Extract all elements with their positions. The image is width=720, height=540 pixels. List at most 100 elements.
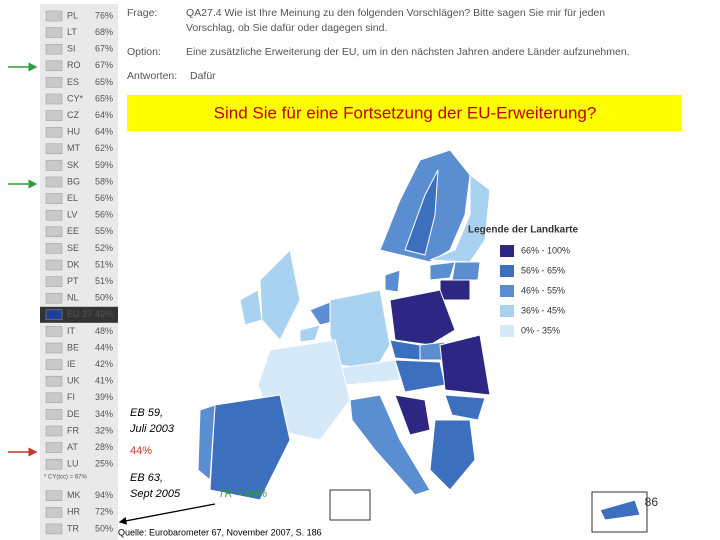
percentage: 50% [95, 293, 113, 303]
annotation: Sept 2005 [130, 488, 181, 500]
country: SE [67, 243, 79, 253]
annotation: EB 63, [130, 472, 163, 484]
page-number: 86 [645, 495, 659, 509]
percentage: 94% [95, 490, 113, 500]
country: EE [67, 226, 79, 236]
legend-title: Legende der Landkarte [468, 225, 578, 236]
flag [45, 375, 63, 387]
country: BG [67, 176, 80, 186]
flag [45, 193, 63, 204]
country: LT [67, 27, 77, 37]
percentage: 32% [95, 425, 113, 435]
percentage: 50% [95, 523, 113, 533]
flag [45, 409, 63, 420]
option-label: Option: [127, 46, 161, 58]
legend-label: 66% - 100% [521, 245, 570, 255]
flag [45, 77, 63, 88]
percentage: 59% [95, 160, 113, 170]
annotation: 44% [130, 445, 152, 457]
flag [45, 10, 63, 22]
legend-label: 46% - 55% [521, 285, 565, 295]
answer: Dafür [190, 70, 216, 82]
flag [45, 160, 63, 171]
flag [45, 93, 63, 105]
flag [45, 342, 63, 354]
percentage: 44% [95, 342, 113, 352]
flag [45, 490, 63, 501]
flag [45, 60, 63, 72]
percentage: 56% [95, 193, 113, 203]
banner: Sind Sie für eine Fortsetzung der EU-Erw… [214, 103, 597, 122]
flag [45, 126, 63, 138]
percentage: 65% [95, 77, 113, 87]
country: MK [67, 490, 81, 500]
percentage: 34% [95, 409, 113, 419]
country: AT [67, 442, 78, 452]
country: FR [67, 425, 79, 435]
legend: 66% - 100% 56% - 65% 46% - 55% 36% - 45% 0% … [500, 245, 570, 337]
flag [45, 243, 63, 254]
percentage: 41% [95, 376, 113, 386]
percentage: 64% [95, 110, 113, 120]
country: DK [67, 259, 80, 269]
flag [45, 43, 63, 55]
flag [45, 292, 63, 304]
country: LV [67, 210, 77, 220]
arrow [118, 503, 216, 525]
flag [45, 425, 63, 437]
flag [45, 309, 63, 321]
legend-swatch [500, 305, 514, 317]
country: EL [67, 193, 78, 203]
question: QA27.4 Wie ist Ihre Meinung zu den folge… [186, 7, 605, 19]
annotation: Juli 2003 [129, 423, 175, 435]
percentage: 72% [95, 507, 113, 517]
flag [45, 27, 63, 38]
flag [45, 392, 63, 404]
ranking: PL 76% LT 68% SI 67% RO 67% ES 65% CY* 65% CZ 64% HU 64… [40, 10, 118, 535]
flag [45, 326, 63, 337]
flag [45, 226, 63, 238]
source: Quelle: Eurobarometer 67, November 2007,… [118, 527, 322, 537]
question: Vorschlag, ob Sie dafür oder dagegen sin… [186, 22, 387, 34]
flag [45, 523, 63, 535]
country: PL [67, 10, 78, 20]
legend-label: 0% - 35% [521, 325, 560, 335]
percentage: 67% [95, 44, 113, 54]
annotation: EB 59, [130, 407, 163, 419]
flag [45, 176, 63, 188]
percentage: 64% [95, 127, 113, 137]
country: IT [67, 326, 76, 336]
legend-swatch [500, 245, 514, 257]
percentage: 55% [95, 226, 113, 236]
flag [45, 143, 63, 155]
note: * CY(tcc) = 67% [44, 474, 88, 480]
country: CZ [67, 110, 79, 120]
percentage: 42% [95, 359, 113, 369]
flag [45, 276, 63, 287]
country: RO [67, 60, 81, 70]
country: SI [67, 44, 76, 54]
percentage: 51% [95, 276, 113, 286]
flag [45, 209, 63, 221]
country: DE [67, 409, 80, 419]
country: LU [67, 459, 79, 469]
answer-label: Antworten: [127, 70, 177, 82]
option: Eine zusätzliche Erweiterung der EU, um … [186, 46, 630, 58]
percentage: 39% [95, 392, 113, 402]
country: NL [67, 293, 79, 303]
percentage: 51% [95, 259, 113, 269]
percentage: 76% [95, 10, 113, 20]
legend-label: 36% - 45% [521, 305, 565, 315]
flag [45, 507, 63, 518]
country: CY* [67, 93, 84, 103]
map [197, 149, 648, 533]
legend-swatch [500, 325, 514, 337]
percentage: 48% [95, 326, 113, 336]
legend-swatch [500, 285, 514, 297]
flag [45, 458, 63, 470]
flag [45, 442, 63, 453]
country: UK [67, 376, 80, 386]
percentage: 28% [95, 442, 113, 452]
percentage: 62% [95, 143, 113, 153]
